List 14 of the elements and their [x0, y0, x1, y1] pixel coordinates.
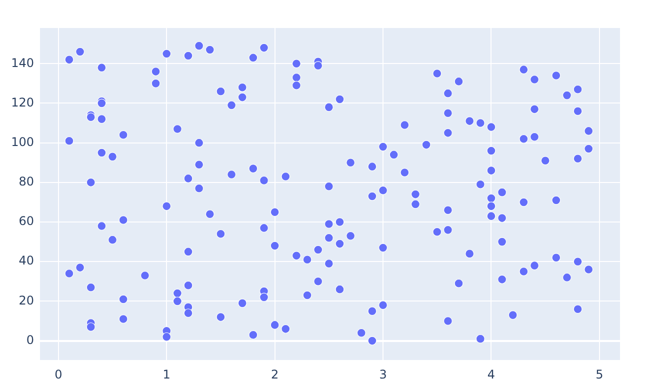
x-tick-label: 3: [379, 367, 387, 382]
y-tick-label: 80: [18, 174, 34, 189]
y-tick-label: 100: [11, 134, 34, 149]
y-tick-label: 140: [11, 56, 34, 70]
x-tick-label: 1: [162, 367, 170, 382]
y-tick-label: 120: [11, 95, 34, 110]
y-tick-label: 0: [26, 332, 34, 347]
y-tick-label: 60: [18, 214, 34, 228]
y-tick-label: 20: [18, 293, 34, 308]
x-tick-label: 0: [54, 367, 62, 382]
y-tick-label: 40: [18, 254, 34, 268]
x-tick-label: 5: [596, 367, 604, 382]
x-tick-label: 2: [270, 367, 279, 382]
x-tick-label: 4: [487, 367, 496, 382]
